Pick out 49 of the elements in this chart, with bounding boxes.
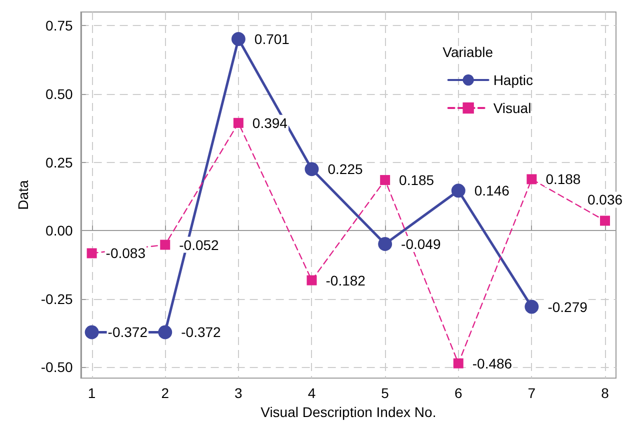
point bbox=[233, 118, 244, 128]
data-label: 0.394 bbox=[252, 114, 288, 131]
point bbox=[84, 325, 99, 340]
data-label: 0.185 bbox=[399, 172, 434, 188]
data-label: -0.182 bbox=[326, 272, 366, 288]
data-label: -0.372 bbox=[181, 324, 222, 340]
point bbox=[160, 240, 170, 250]
data-label: 0.225 bbox=[328, 161, 363, 178]
point bbox=[600, 216, 610, 226]
x-tick-label: 3 bbox=[234, 385, 243, 402]
y-tick-label: -0.25 bbox=[40, 290, 74, 307]
y-axis-title: Data bbox=[15, 180, 31, 210]
data-label: -0.486 bbox=[472, 355, 512, 372]
x-tick-label: 5 bbox=[381, 385, 390, 402]
x-tick-label: 8 bbox=[601, 385, 610, 402]
point bbox=[453, 358, 464, 368]
point bbox=[380, 175, 390, 186]
x-tick-label: 1 bbox=[88, 385, 96, 402]
y-tick-label: 0.50 bbox=[46, 86, 74, 102]
data-label: 0.036 bbox=[587, 192, 623, 208]
y-tick-label: 0.25 bbox=[46, 154, 74, 170]
x-tick-label: 2 bbox=[161, 385, 170, 402]
x-tick-label: 7 bbox=[528, 385, 536, 402]
legend-title: Variable bbox=[442, 44, 494, 60]
data-label: 0.146 bbox=[474, 182, 510, 199]
point bbox=[231, 32, 246, 46]
data-label: -0.083 bbox=[106, 245, 146, 262]
point bbox=[306, 275, 317, 286]
point bbox=[451, 184, 466, 198]
data-label: 0.188 bbox=[546, 171, 581, 188]
x-tick-label: 4 bbox=[308, 385, 316, 402]
point bbox=[86, 248, 97, 258]
legend-label: Haptic bbox=[493, 72, 534, 88]
data-label: -0.279 bbox=[548, 298, 588, 315]
x-tick-label: 6 bbox=[454, 385, 462, 402]
y-tick-label: 0.75 bbox=[46, 18, 74, 34]
data-label: -0.052 bbox=[179, 236, 220, 253]
y-tick-label: -0.50 bbox=[40, 359, 74, 376]
data-label: -0.049 bbox=[401, 236, 441, 252]
data-label: 0.701 bbox=[254, 31, 290, 48]
point bbox=[524, 300, 539, 314]
point bbox=[526, 174, 537, 184]
x-axis-title: Visual Description Index No. bbox=[260, 404, 436, 420]
point bbox=[378, 236, 392, 251]
point bbox=[304, 162, 319, 176]
legend-label: Visual bbox=[493, 100, 532, 116]
point bbox=[158, 325, 172, 340]
data-label: -0.372 bbox=[108, 324, 148, 340]
y-tick-label: 0.00 bbox=[46, 222, 74, 239]
